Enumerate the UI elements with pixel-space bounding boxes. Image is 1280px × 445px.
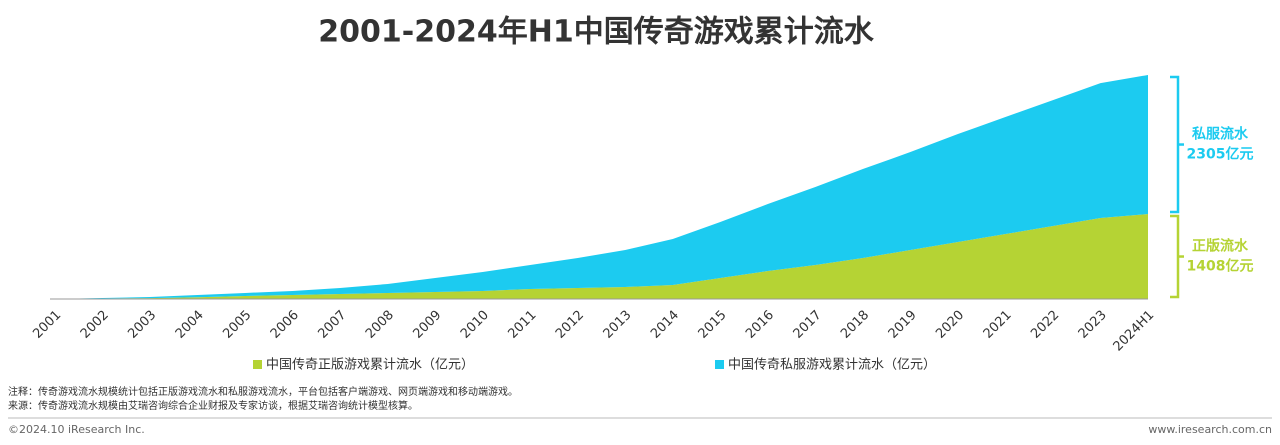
footer-left: ©2024.10 iResearch Inc. xyxy=(8,423,145,436)
x-tick-label: 2001 xyxy=(30,308,64,342)
annotation-label: 私服流水 xyxy=(1192,126,1249,143)
x-tick-label: 2008 xyxy=(363,308,397,342)
x-tick-label: 2009 xyxy=(410,308,444,342)
legend-swatch xyxy=(715,360,724,369)
x-tick-label: 2002 xyxy=(78,308,112,342)
area xyxy=(55,214,1148,299)
x-tick-label: 2004 xyxy=(173,308,207,342)
x-tick-label: 2011 xyxy=(506,308,540,342)
x-tick-label: 2014 xyxy=(648,308,682,342)
x-tick-label: 2006 xyxy=(268,308,302,342)
x-tick-label: 2017 xyxy=(791,308,825,342)
x-tick-label: 2022 xyxy=(1028,308,1062,342)
chart-title: 2001-2024年H1中国传奇游戏累计流水 xyxy=(318,15,874,50)
area xyxy=(55,75,1148,299)
footer-right: www.iresearch.com.cn xyxy=(1148,423,1272,436)
x-tick-label: 2019 xyxy=(886,308,920,342)
bracket xyxy=(1170,75,1180,214)
legend-swatch xyxy=(253,360,262,369)
bracket xyxy=(1170,214,1180,299)
x-tick-label: 2007 xyxy=(315,308,349,342)
x-tick-label: 2023 xyxy=(1076,308,1110,342)
x-tick-label: 2003 xyxy=(125,308,159,342)
x-tick-label: 2018 xyxy=(838,308,872,342)
x-tick-label: 2016 xyxy=(743,308,777,342)
x-tick-label: 2015 xyxy=(696,308,730,342)
note: 注释：传奇游戏流水规模统计包括正版游戏流水和私服游戏流水，平台包括客户端游戏、网… xyxy=(8,385,518,398)
legend-label: 中国传奇正版游戏累计流水（亿元） xyxy=(266,357,474,373)
annotation-value: 2305亿元 xyxy=(1187,146,1254,163)
x-tick-label: 2013 xyxy=(601,308,635,342)
x-tick-label: 2005 xyxy=(220,308,254,342)
x-tick-label: 2024H1 xyxy=(1111,308,1158,355)
annotation-label: 正版流水 xyxy=(1192,238,1249,255)
x-tick-label: 2020 xyxy=(933,308,967,342)
annotation-value: 1408亿元 xyxy=(1187,258,1254,275)
x-tick-label: 2010 xyxy=(458,308,492,342)
x-tick-label: 2012 xyxy=(553,308,587,342)
x-tick-label: 2021 xyxy=(981,308,1015,342)
note: 来源：传奇游戏流水规模由艾瑞咨询综合企业财报及专家访谈，根据艾瑞咨询统计模型核算… xyxy=(8,399,418,412)
legend-label: 中国传奇私服游戏累计流水（亿元） xyxy=(728,357,936,373)
